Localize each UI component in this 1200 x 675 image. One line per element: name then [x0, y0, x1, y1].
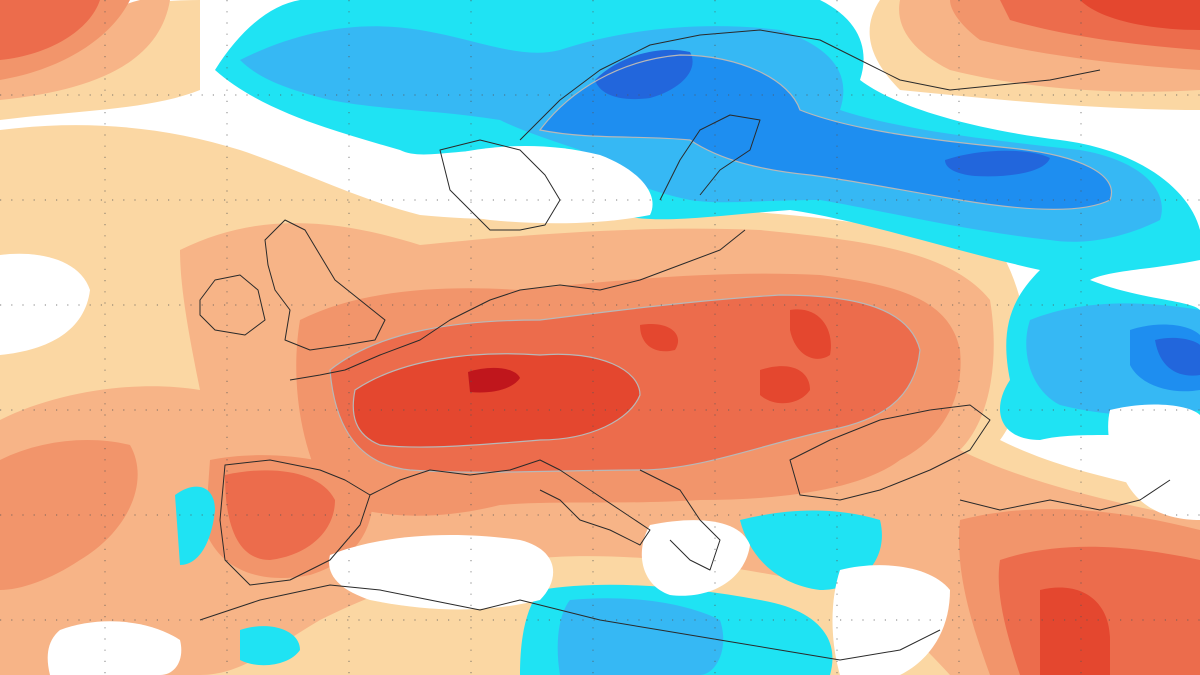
- neutral-area: [1108, 404, 1200, 520]
- coastline: [519, 29, 1101, 141]
- neutral-area: [0, 253, 90, 355]
- coastline: [289, 229, 746, 381]
- isoline: [538, 54, 1113, 211]
- isolines: [329, 54, 1113, 473]
- neutral-area: [430, 145, 653, 224]
- coastline: [959, 479, 1171, 511]
- cold-anomaly-layers: [175, 0, 1200, 675]
- isoline: [352, 353, 641, 448]
- warm-dark-red: [468, 367, 520, 393]
- cold-blue: [540, 55, 1200, 392]
- coastline: [199, 274, 266, 336]
- cold-deep-blue: [595, 49, 1200, 376]
- isoline: [329, 294, 921, 473]
- neutral-area: [47, 621, 182, 675]
- coastline: [219, 459, 371, 586]
- coastline: [264, 219, 386, 351]
- coastline: [659, 114, 761, 201]
- coastline: [439, 139, 561, 231]
- neutral-area: [641, 520, 750, 596]
- coastline: [199, 584, 941, 661]
- coastlines: [199, 29, 1171, 661]
- coastline: [789, 404, 991, 501]
- neutral-area: [832, 565, 950, 675]
- coastline: [369, 459, 651, 546]
- coastline: [639, 469, 721, 571]
